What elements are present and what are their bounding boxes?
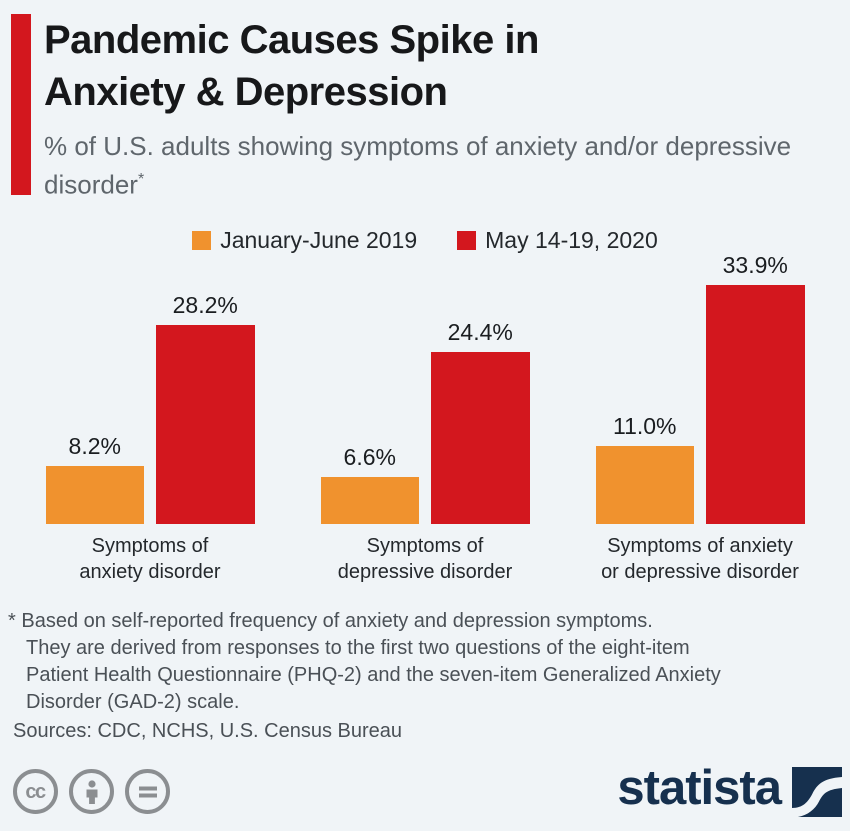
- footnote-marker-superscript: *: [137, 171, 145, 188]
- bar: [156, 324, 255, 524]
- bar-column: 33.9%: [706, 252, 805, 524]
- creative-commons-license: cc: [13, 769, 170, 814]
- footer: cc statista: [13, 764, 842, 819]
- red-accent-bar-icon: [11, 14, 31, 195]
- chart-subtitle: % of U.S. adults showing symptoms of anx…: [44, 129, 830, 202]
- bar-pair: 8.2% 28.2%: [45, 270, 255, 524]
- equals-icon[interactable]: [125, 769, 170, 814]
- bar-value-label: 6.6%: [343, 443, 396, 470]
- legend-item-2019: January-June 2019: [192, 227, 417, 254]
- title-line-1: Pandemic Causes Spike in: [44, 18, 539, 62]
- bar: [320, 476, 419, 524]
- bar: [431, 351, 530, 524]
- legend-item-2020: May 14-19, 2020: [457, 227, 658, 254]
- subtitle-text: % of U.S. adults showing symptoms of anx…: [44, 131, 792, 200]
- equals-glyph: [138, 786, 157, 797]
- footnote-marker: *: [8, 609, 16, 632]
- category-group: 11.0% 33.9% Symptoms of anxiety or depressi…: [595, 252, 805, 585]
- legend-label-2020: May 14-19, 2020: [485, 226, 658, 253]
- bar-column: 28.2%: [156, 292, 255, 524]
- footnote-line: * Based on self-reported frequency of an…: [8, 608, 836, 635]
- red-square-swatch-icon: [457, 230, 477, 250]
- orange-square-swatch-icon: [192, 230, 212, 250]
- bar-value-label: 33.9%: [722, 251, 788, 278]
- category-label: Symptoms of anxiety or depressive disorde…: [601, 534, 799, 583]
- attribution-person-icon[interactable]: [69, 769, 114, 814]
- bar-column: 24.4%: [431, 319, 530, 524]
- legend-label-2019: January-June 2019: [220, 226, 418, 253]
- cc-icon[interactable]: cc: [13, 769, 58, 814]
- sources-line: Sources: CDC, NCHS, U.S. Census Bureau: [13, 719, 403, 742]
- bar: [595, 445, 694, 524]
- chart-legend: January-June 2019 May 14-19, 2020: [0, 227, 850, 254]
- bar-column: 8.2%: [45, 432, 144, 524]
- footnote-line: Patient Health Questionnaire (PHQ-2) and…: [26, 663, 721, 686]
- bar-value-label: 24.4%: [447, 318, 513, 345]
- title-line-2: Anxiety & Depression: [44, 70, 448, 114]
- cc-glyph: cc: [25, 780, 46, 803]
- category-label: Symptoms of depressive disorder: [337, 534, 513, 583]
- bar-pair: 11.0% 33.9%: [595, 252, 805, 524]
- bar-value-label: 8.2%: [68, 432, 121, 459]
- statista-wordmark: statista: [617, 761, 782, 815]
- category-group: 6.6% 24.4% Symptoms of depressive disorder: [320, 270, 530, 585]
- statista-logo-mark-icon: [792, 766, 842, 817]
- bar-pair: 6.6% 24.4%: [320, 270, 530, 524]
- category-group: 8.2% 28.2% Symptoms of anxiety disorder: [45, 270, 255, 585]
- header-text: Pandemic Causes Spike in Anxiety & Depre…: [44, 14, 830, 202]
- bar: [706, 284, 805, 524]
- bar-column: 6.6%: [320, 443, 419, 524]
- bar-value-label: 28.2%: [172, 291, 238, 318]
- bar-value-label: 11.0%: [612, 412, 677, 439]
- footnote-line: They are derived from responses to the f…: [26, 636, 690, 659]
- page-title: Pandemic Causes Spike in Anxiety & Depre…: [44, 14, 830, 118]
- bar-column: 11.0%: [595, 412, 694, 524]
- footnote-line: Disorder (GAD-2) scale.: [26, 690, 240, 713]
- bar: [45, 465, 144, 524]
- category-label: Symptoms of anxiety disorder: [79, 534, 221, 583]
- person-glyph: [86, 779, 97, 804]
- bar-chart: 8.2% 28.2% Symptoms of anxiety disorder 6.6%…: [0, 252, 850, 585]
- header: Pandemic Causes Spike in Anxiety & Depre…: [0, 0, 850, 202]
- footnote-text: Based on self-reported frequency of anxi…: [21, 609, 653, 632]
- footnote: * Based on self-reported frequency of an…: [8, 608, 836, 745]
- statista-logo[interactable]: statista: [617, 764, 842, 819]
